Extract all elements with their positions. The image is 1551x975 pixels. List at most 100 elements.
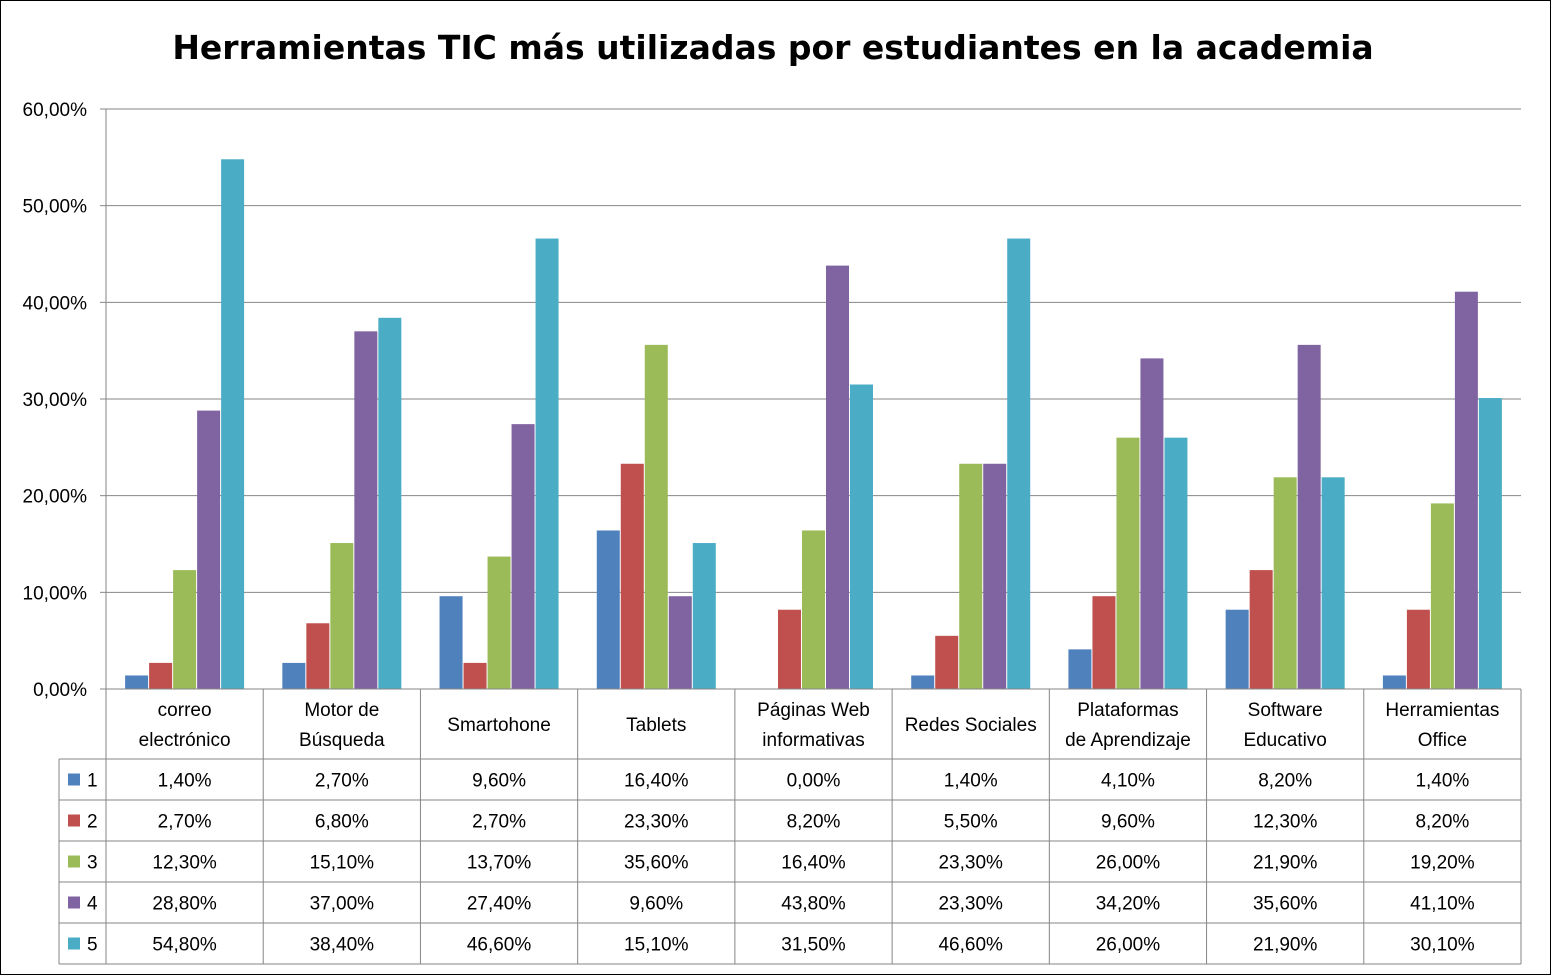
- table-cell-value: 38,40%: [310, 935, 375, 956]
- bar-series-2: [149, 662, 173, 689]
- bar-series-3: [487, 556, 511, 689]
- bar-series-5: [221, 159, 245, 689]
- series-name: 1: [87, 771, 98, 792]
- category-label: Redes Sociales: [905, 715, 1037, 736]
- bar-series-1: [1225, 609, 1249, 689]
- category-label: Office: [1418, 730, 1467, 751]
- table-cell-value: 35,60%: [1253, 894, 1318, 915]
- bar-series-1: [1382, 675, 1406, 689]
- table-cell-value: 9,60%: [629, 894, 683, 915]
- table-cell-value: 8,20%: [1415, 812, 1469, 833]
- category-label: Educativo: [1243, 730, 1326, 751]
- bar-series-5: [1164, 437, 1188, 689]
- table-cell-value: 26,00%: [1096, 935, 1161, 956]
- table-cell-value: 12,30%: [152, 853, 217, 874]
- bar-series-4: [354, 331, 378, 689]
- y-axis: 0,00% 10,00% 20,00% 30,00% 40,00% 50,00% 60,00…: [23, 100, 107, 701]
- bar-series-2: [306, 623, 330, 689]
- category-label: Motor de: [304, 700, 379, 721]
- bar-series-4: [1297, 344, 1321, 689]
- bar-series-3: [802, 530, 825, 689]
- table-cell-value: 13,70%: [467, 853, 532, 874]
- bar-series-3: [1430, 503, 1454, 689]
- category-label: Smartohone: [447, 715, 551, 736]
- legend-key-4: [68, 896, 80, 909]
- table-cell-value: 28,80%: [152, 894, 217, 915]
- table-cell-value: 0,00%: [787, 771, 841, 792]
- table-cell-value: 31,50%: [781, 935, 846, 956]
- table-cell-value: 19,20%: [1410, 853, 1475, 874]
- table-cell-value: 6,80%: [315, 812, 369, 833]
- bar-series-4: [511, 424, 535, 689]
- table-cell-value: 23,30%: [938, 853, 1003, 874]
- table-cell-value: 27,40%: [467, 894, 532, 915]
- bar-series-2: [1249, 570, 1273, 689]
- table-cell-value: 9,60%: [1101, 812, 1155, 833]
- table-cell-value: 21,90%: [1253, 853, 1318, 874]
- bar-series-4: [1140, 358, 1164, 689]
- table-cell-value: 23,30%: [624, 812, 689, 833]
- bar-series-4: [826, 265, 849, 689]
- table-cell-value: 2,70%: [158, 812, 212, 833]
- table-cell-value: 5,50%: [944, 812, 998, 833]
- bar-series-5: [1321, 477, 1345, 689]
- table-cell-value: 35,60%: [624, 853, 689, 874]
- y-tick-label: 50,00%: [23, 197, 88, 218]
- bar-series-5: [378, 317, 402, 689]
- bar-series-4: [668, 596, 692, 689]
- bar-series-4: [197, 410, 221, 689]
- legend-key-2: [68, 814, 80, 827]
- table-cell-value: 12,30%: [1253, 812, 1318, 833]
- category-label: Plataformas: [1077, 700, 1178, 721]
- table-cell-value: 16,40%: [781, 853, 846, 874]
- category-label: informativas: [762, 730, 864, 751]
- bar-series-2: [778, 609, 801, 689]
- y-tick-label: 0,00%: [33, 680, 87, 701]
- table-cell-value: 46,60%: [467, 935, 532, 956]
- bar-series-3: [959, 463, 983, 689]
- table-cell-value: 34,20%: [1096, 894, 1161, 915]
- bar-series-3: [1273, 477, 1297, 689]
- category-label: Páginas Web: [757, 700, 870, 721]
- table-cell-value: 9,60%: [472, 771, 526, 792]
- bar-series-2: [1092, 596, 1116, 689]
- legend-key-1: [68, 773, 80, 786]
- table-cell-value: 2,70%: [472, 812, 526, 833]
- series-name: 5: [87, 935, 98, 956]
- table-cell-value: 30,10%: [1410, 935, 1475, 956]
- bar-series-1: [282, 662, 306, 689]
- bar-series-3: [644, 344, 668, 689]
- category-label: Búsqueda: [299, 730, 385, 751]
- bar-series-3: [330, 543, 354, 689]
- bar-series-5: [535, 238, 559, 690]
- bar-series-3: [173, 570, 197, 689]
- y-tick-label: 60,00%: [23, 100, 88, 121]
- table-cell-value: 41,10%: [1410, 894, 1475, 915]
- table-cell-value: 21,90%: [1253, 935, 1318, 956]
- series-name: 2: [87, 812, 98, 833]
- table-cell-value: 8,20%: [1258, 771, 1312, 792]
- bar-series-2: [463, 662, 487, 689]
- bar-series-1: [911, 675, 935, 689]
- bar-series-4: [983, 463, 1007, 689]
- bar-series-1: [439, 596, 463, 689]
- table-cell-value: 8,20%: [787, 812, 841, 833]
- table-cell-value: 37,00%: [310, 894, 375, 915]
- table-cell-value: 23,30%: [938, 894, 1003, 915]
- category-label: Herramientas: [1385, 700, 1499, 721]
- table-cell-value: 26,00%: [1096, 853, 1161, 874]
- bar-series-2: [620, 463, 644, 689]
- category-label: Software: [1248, 700, 1323, 721]
- category-label: Tablets: [626, 715, 686, 736]
- y-tick-label: 20,00%: [23, 487, 88, 508]
- bar-series-3: [1116, 437, 1140, 689]
- bar-series-4: [1454, 291, 1478, 689]
- table-cell-value: 43,80%: [781, 894, 846, 915]
- y-tick-label: 10,00%: [23, 583, 88, 604]
- table-cell-value: 1,40%: [158, 771, 212, 792]
- series-name: 4: [87, 894, 98, 915]
- category-label: de Aprendizaje: [1065, 730, 1191, 751]
- bar-series-2: [935, 635, 959, 689]
